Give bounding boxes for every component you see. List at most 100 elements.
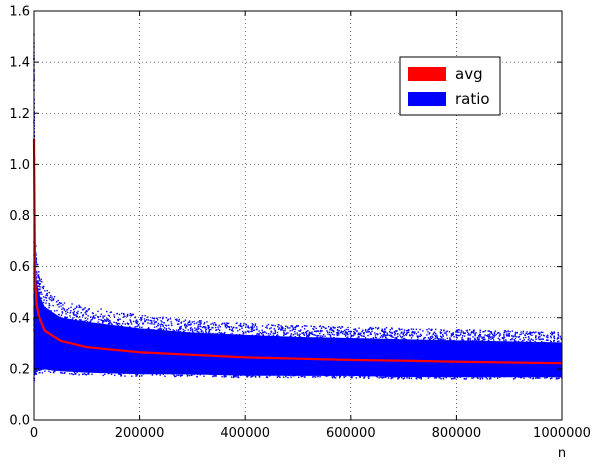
ratio-point [544,377,546,379]
ratio-point [367,329,369,331]
ratio-point [385,326,388,329]
ratio-point [553,335,556,337]
ratio-point [140,329,142,331]
ratio-point [247,326,250,329]
ratio-point [343,341,345,344]
ratio-point [514,376,517,379]
ratio-point [333,342,336,345]
ratio-point [486,334,489,336]
ratio-point [231,373,233,375]
ratio-point [247,325,249,327]
ratio-point [61,312,64,314]
ratio-point [237,374,239,377]
ratio-point [58,306,60,308]
ratio-point [196,373,199,376]
ratio-point [76,305,78,308]
ratio-point [136,322,138,325]
ratio-point [35,338,37,341]
ratio-point [176,323,179,325]
ratio-point [355,377,358,379]
ratio-point [220,332,223,334]
ratio-point [539,343,541,345]
ratio-point [553,344,555,346]
ratio-point [249,335,251,337]
ratio-point [499,346,502,348]
ratio-point [147,316,149,318]
ratio-point [475,340,478,342]
ratio-point [431,335,433,337]
ratio-point [124,371,126,374]
ratio-point [382,375,384,377]
ratio-point [169,328,171,331]
ratio-point [539,335,541,338]
ratio-point [75,314,78,316]
ratio-point [38,279,41,281]
ratio-point [237,330,239,332]
ratio-point [179,373,181,375]
ratio-point [376,374,378,377]
ratio-point [112,328,114,330]
ratio-point [299,341,301,344]
ratio-point [35,335,37,337]
ratio-point [286,372,289,374]
ratio-point [250,374,252,376]
ratio-point [350,334,353,336]
ratio-point [150,329,152,331]
ratio-point [223,336,226,338]
ratio-point [34,300,36,303]
ratio-point [550,341,553,343]
ratio-point [191,321,193,323]
ratio-point [453,377,455,379]
ratio-point [529,377,532,379]
ratio-point [481,339,484,342]
ratio-point [173,331,175,334]
ratio-point [518,335,521,338]
ratio-point [400,375,403,377]
ratio-point [62,304,64,306]
ratio-point [262,331,264,334]
ratio-point [399,336,402,338]
ratio-point [129,314,131,316]
ratio-point [322,334,325,336]
ratio-point [296,341,299,343]
ratio-point [412,340,414,342]
ratio-point [549,340,552,342]
ratio-point [377,342,379,345]
ratio-point [94,326,96,329]
ratio-point [162,328,165,331]
ratio-point [201,336,204,338]
ratio-point [546,339,548,341]
ratio-point [419,333,422,336]
ratio-point [37,301,40,303]
ratio-point [505,374,507,376]
ratio-point [287,339,289,341]
ratio-point [161,324,164,326]
ratio-point [309,372,312,374]
ratio-point [471,377,473,379]
ratio-point [437,342,439,345]
ratio-point [252,329,255,332]
ratio-point [367,342,369,344]
ratio-point [34,339,36,342]
ratio-point [167,334,170,337]
ratio-point [36,351,38,353]
ratio-point [144,314,146,317]
ratio-point [189,328,192,330]
ratio-point [333,374,336,377]
ratio-point [242,324,245,327]
ratio-point [74,307,76,310]
ratio-point [288,374,290,377]
ratio-point [426,329,428,331]
ratio-point [440,339,442,341]
ratio-point [280,328,282,330]
ratio-point [77,312,79,315]
ratio-point [461,336,463,339]
ratio-point [52,298,55,300]
ratio-point [210,336,212,338]
ratio-point [238,324,240,327]
ratio-point [390,338,392,341]
ratio-point [387,377,390,379]
ratio-point [136,331,139,333]
ratio-point [51,312,53,314]
ratio-point [443,376,446,378]
